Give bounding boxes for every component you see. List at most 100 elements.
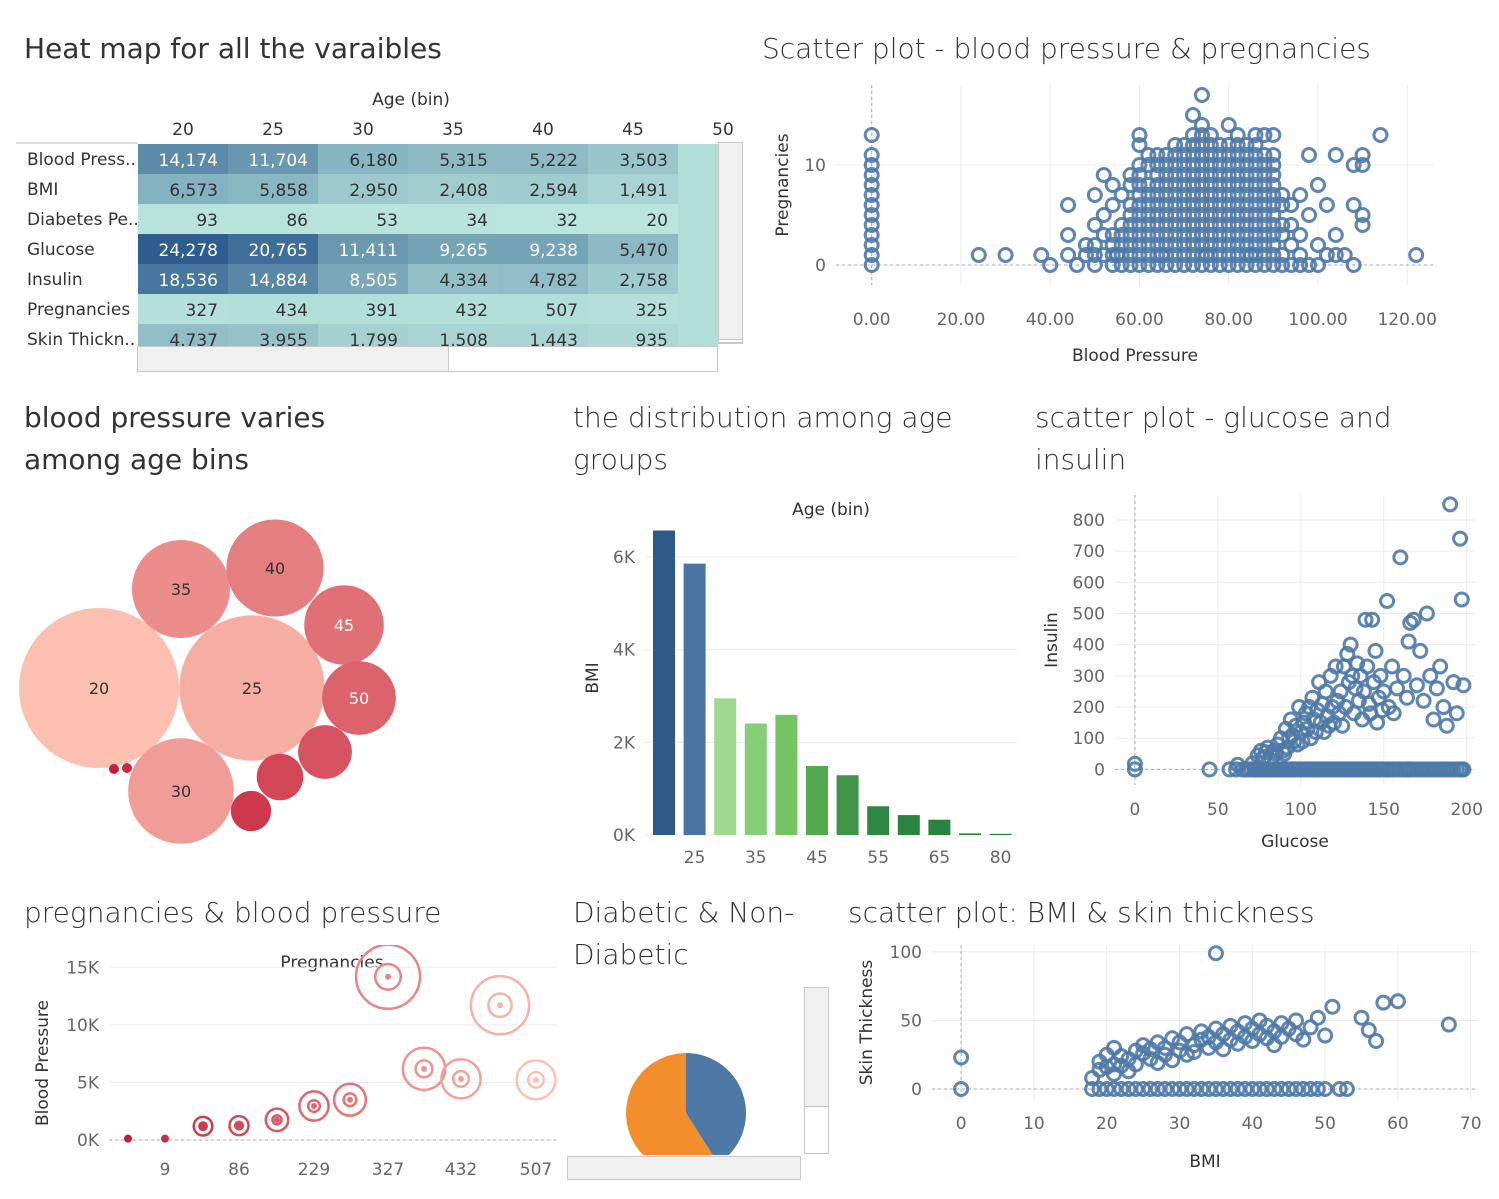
bubble-inner-ring: [373, 962, 403, 991]
scatter-point: [1122, 257, 1139, 273]
scatter-point: [1158, 247, 1175, 263]
scatter-point: [1185, 137, 1202, 153]
scatter-point: [1247, 127, 1264, 143]
scatter-point: [1140, 187, 1157, 203]
scatter-point: [1247, 257, 1264, 273]
scatter-point: [863, 147, 880, 163]
scatter-point: [1332, 683, 1349, 700]
scatter-point: [1354, 217, 1371, 233]
scatter-point: [1211, 207, 1228, 223]
scatter-point: [970, 247, 987, 263]
bubble-center: [347, 1096, 353, 1103]
scatter-point: [1104, 177, 1121, 193]
heatmap-cell-label: 3,503: [619, 151, 668, 171]
heatmap-cell-label: 2,594: [529, 181, 578, 201]
scatter-point: [1334, 717, 1351, 734]
scatter-point: [1392, 549, 1409, 566]
scatter-point: [1247, 147, 1264, 163]
scatter-point: [1113, 247, 1130, 263]
scatter-point: [1131, 157, 1148, 173]
scatter-point: [863, 257, 880, 273]
heatmap-cell: [318, 204, 408, 234]
scatter-point: [1158, 227, 1175, 243]
scatter-point: [1220, 147, 1237, 163]
scatter-point: [1202, 127, 1219, 143]
scatter-point: [1256, 147, 1273, 163]
scatter-point: [1176, 187, 1193, 203]
scatter-point: [1193, 147, 1210, 163]
scatter-point: [1140, 217, 1157, 233]
scatter-point: [1292, 247, 1309, 263]
dist-column-header: Age (bin): [792, 500, 870, 520]
heatmap-cell: [678, 264, 718, 294]
heatmap-cell: [228, 324, 318, 346]
bubble: [122, 763, 132, 773]
scatter-point: [1238, 217, 1255, 233]
bubble-label: 35: [171, 580, 191, 599]
y-tick-label: 2K: [613, 733, 636, 753]
scatter-point: [1309, 1081, 1326, 1098]
y-tick-label: 200: [1073, 698, 1105, 718]
heatmap-vertical-scrollbar[interactable]: [718, 142, 743, 344]
scatter-point: [1385, 705, 1402, 722]
pie-vertical-scroll-thumb[interactable]: [804, 1106, 829, 1154]
scatter-point: [1167, 257, 1184, 273]
scatter-point: [863, 167, 880, 183]
scatter-point: [1364, 611, 1381, 628]
heatmap-cell: [408, 294, 498, 324]
x-tick-label: 9: [160, 1160, 171, 1180]
bubble: [128, 738, 234, 844]
scatter-point: [1372, 127, 1389, 143]
heatmap-cell: [498, 294, 588, 324]
scatter-point: [1176, 237, 1193, 253]
scatter-point: [1379, 593, 1396, 610]
scatter-point: [1317, 1081, 1334, 1098]
heatmap-cell-label: 11,411: [339, 241, 398, 261]
scatter-point: [1220, 187, 1237, 203]
scatter-point: [1256, 217, 1273, 233]
bubble-inner-ring: [271, 1114, 283, 1126]
pie-horizontal-scrollbar[interactable]: [567, 1156, 801, 1180]
scatter-point: [1389, 993, 1406, 1010]
heatmap-cell: [498, 264, 588, 294]
scatter-point: [1120, 1081, 1137, 1098]
scatter-point: [1274, 247, 1291, 263]
scatter-point: [1273, 1081, 1290, 1098]
scatter-point: [1193, 137, 1210, 153]
heatmap-horizontal-scrollbar[interactable]: [137, 346, 718, 372]
heatmap-row-label: Diabetes Pe..: [27, 210, 139, 230]
bubble-center: [385, 973, 391, 980]
scatter-point: [1256, 157, 1273, 173]
bubble: [256, 753, 304, 801]
scatter-point: [1220, 177, 1237, 193]
heatmap-cell: [678, 294, 718, 324]
bubble-inner-ring: [451, 1069, 471, 1088]
heatmap-horizontal-scroll-thumb[interactable]: [448, 346, 718, 372]
heatmap-vertical-scroll-thumb[interactable]: [718, 339, 743, 343]
scatter-point: [1185, 197, 1202, 213]
scatter-point: [1149, 187, 1166, 203]
scatter-point: [1202, 137, 1219, 153]
bubble-center: [458, 1075, 464, 1082]
scatter-point: [1131, 127, 1148, 143]
scatter-point: [1418, 605, 1435, 622]
dist-bar: [867, 806, 890, 835]
bubble-outer-ring: [228, 1114, 250, 1137]
scatter-point: [1211, 147, 1228, 163]
pie-vertical-scrollbar[interactable]: [804, 987, 829, 1154]
x-tick-label: 327: [372, 1160, 404, 1180]
x-axis-title: BMI: [1189, 1152, 1220, 1172]
scatter-point: [1131, 167, 1148, 183]
bubble-inner-ring: [306, 1098, 322, 1114]
heatmap-cell-label: 327: [186, 301, 218, 321]
scatter-point: [1122, 217, 1139, 233]
pie-slice: [686, 1053, 746, 1155]
scatter-point: [1185, 177, 1202, 193]
heatmap-cell-label: 6,573: [169, 181, 218, 201]
scatter-point: [1256, 187, 1273, 203]
heatmap-cell: [498, 234, 588, 264]
scatter-point: [1140, 197, 1157, 213]
scatter-point: [1176, 207, 1193, 223]
heatmap-cell-label: 4,737: [169, 331, 218, 346]
pie-chart: [626, 1053, 746, 1155]
